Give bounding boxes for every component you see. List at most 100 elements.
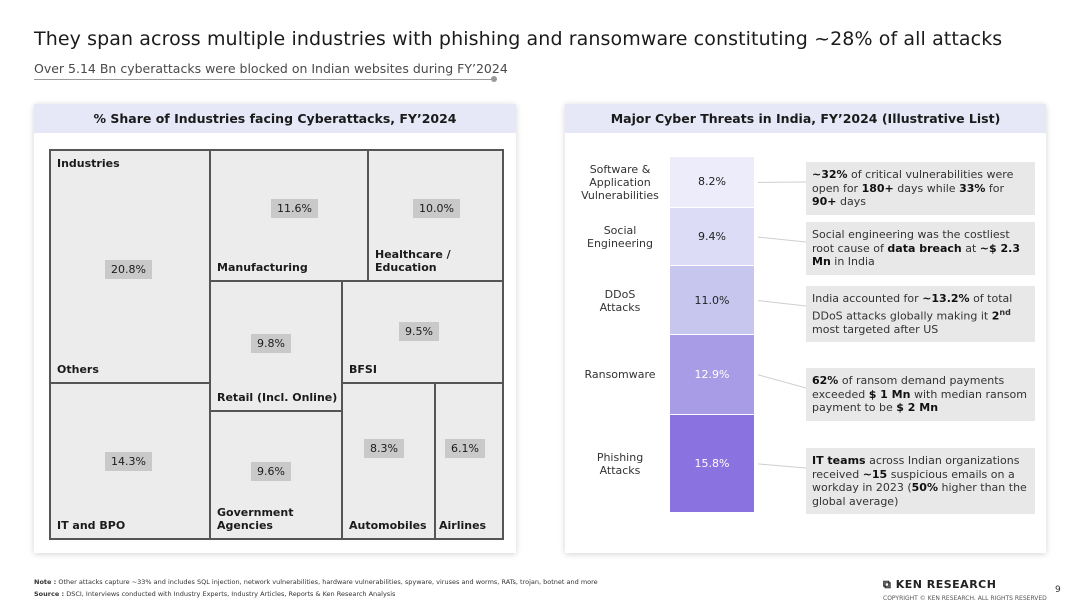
- note-text-run: data breach: [887, 241, 962, 255]
- threat-category-line: DDoS: [604, 287, 636, 301]
- industries-treemap: Industries 20.8% Others 14.3% IT and BPO…: [49, 149, 504, 540]
- threat-category-label: Ransomware: [575, 368, 665, 381]
- treemap-value-retail: 9.8%: [251, 334, 291, 353]
- threat-note-box: India accounted for ~13.2% of total DDoS…: [806, 286, 1035, 343]
- footer-note-label: Note :: [34, 578, 57, 586]
- threat-category-line: Attacks: [599, 463, 641, 477]
- treemap-cell-healthcare: 10.0% Healthcare / Education: [368, 150, 503, 281]
- note-text-run: of total DDoS attacks globally making it: [812, 292, 1013, 323]
- threat-note-box: IT teams across Indian organizations rec…: [806, 448, 1035, 514]
- note-text-run: of ransom demand payments exceeded: [812, 374, 1005, 401]
- threat-category-label: DDoS Attacks: [575, 288, 665, 314]
- treemap-label-airlines: Airlines: [439, 519, 487, 532]
- subtitle-rule: [34, 79, 494, 80]
- industries-panel: % Share of Industries facing Cyberattack…: [34, 104, 516, 553]
- treemap-label-others: Others: [57, 363, 99, 376]
- connector-line: [757, 374, 807, 389]
- treemap-value-bfsi: 9.5%: [399, 322, 439, 341]
- connector-lines: [757, 181, 807, 469]
- treemap-label-manufacturing: Manufacturing: [217, 261, 308, 274]
- note-text-run: 90+: [812, 195, 837, 208]
- threat-category-line: Social: [603, 224, 637, 238]
- treemap-value-automobiles: 8.3%: [364, 439, 404, 458]
- note-text-run: India accounted for: [812, 292, 923, 305]
- note-text-run: nd: [999, 307, 1011, 317]
- footer-source: Source : DSCI, Interviews conducted with…: [34, 590, 395, 598]
- connector-line: [757, 300, 807, 307]
- threats-chart-title: Major Cyber Threats in India, FY’2024 (I…: [565, 104, 1046, 133]
- threat-category-label: Social Engineering: [575, 224, 665, 250]
- treemap-header-label: Industries: [57, 157, 120, 170]
- threat-category-line: Ransomware: [584, 368, 656, 382]
- treemap-label-healthcare: Healthcare / Education: [375, 248, 451, 274]
- connector-line: [757, 463, 807, 469]
- footer-note-text: Other attacks capture ~33% and includes …: [58, 578, 598, 586]
- note-text-run: 33%: [959, 181, 986, 195]
- threat-category-line: Vulnerabilities: [581, 188, 659, 202]
- note-text-run: $ 1 Mn: [868, 387, 911, 401]
- treemap-value-government: 9.6%: [251, 462, 291, 481]
- footer-source-label: Source :: [34, 590, 65, 598]
- treemap-label-retail: Retail (Incl. Online): [217, 391, 338, 404]
- treemap-cell-airlines: 6.1% Airlines: [435, 383, 503, 539]
- threat-value-label: 11.0%: [694, 293, 730, 307]
- note-text-run: at: [961, 241, 980, 255]
- threat-segment-3: 12.9%: [670, 334, 754, 415]
- treemap-value-airlines: 6.1%: [445, 439, 485, 458]
- treemap-value-others: 20.8%: [105, 260, 152, 279]
- treemap-label-automobiles: Automobiles: [349, 519, 427, 532]
- threat-category-line: Engineering: [587, 237, 653, 251]
- note-text-run: most targeted after US: [812, 322, 939, 336]
- threat-category-line: Application: [589, 175, 651, 189]
- threat-value-label: 12.9%: [694, 367, 730, 381]
- note-text-run: with median ransom payment to be: [812, 387, 1027, 415]
- threat-category-label: Software & Application Vulnerabilities: [575, 163, 665, 202]
- threat-category-line: Software &: [589, 162, 651, 176]
- threats-stacked-bar: 8.2% 9.4% 11.0% 12.9% 15.8%: [670, 157, 754, 513]
- treemap-cell-bfsi: 9.5% BFSI: [342, 281, 503, 383]
- copyright-text: COPYRIGHT © KEN RESEARCH. ALL RIGHTS RES…: [883, 595, 1047, 602]
- note-text-run: across Indian organizations received: [812, 454, 1020, 481]
- note-text-run: 2: [991, 309, 1000, 323]
- treemap-cell-automobiles: 8.3% Automobiles: [342, 383, 435, 539]
- treemap-label-government: Government Agencies: [217, 506, 294, 532]
- treemap-label-bfsi: BFSI: [349, 363, 377, 376]
- threat-category-line: Phishing: [596, 450, 644, 464]
- note-text-run: for: [985, 181, 1005, 195]
- threat-segment-1: 9.4%: [670, 207, 754, 267]
- logo-text: KEN RESEARCH: [895, 578, 997, 591]
- threat-value-label: 15.8%: [694, 456, 730, 470]
- treemap-label-it-bpo: IT and BPO: [57, 519, 126, 532]
- treemap-cell-others: Industries 20.8% Others: [50, 150, 210, 383]
- threat-note-box: ~32% of critical vulnerabilities were op…: [806, 162, 1035, 215]
- note-text-run: ~13.2%: [922, 292, 970, 305]
- note-text-run: days: [836, 195, 866, 208]
- page-number: 9: [1055, 585, 1061, 595]
- note-text-run: in India: [830, 255, 875, 268]
- industries-chart-title: % Share of Industries facing Cyberattack…: [34, 104, 516, 133]
- threat-value-label: 8.2%: [698, 175, 726, 189]
- threat-value-label: 9.4%: [698, 230, 726, 244]
- note-text-run: 62%: [812, 374, 839, 387]
- threat-segment-4: 15.8%: [670, 414, 754, 513]
- treemap-cell-retail: 9.8% Retail (Incl. Online): [210, 281, 342, 411]
- page-title: They span across multiple industries wit…: [34, 28, 1003, 50]
- threat-segment-2: 11.0%: [670, 266, 754, 335]
- note-text-run: ~$ 2.3 Mn: [812, 241, 1020, 269]
- note-text-run: Social engineering was the costliest roo…: [812, 228, 1010, 255]
- treemap-cell-manufacturing: 11.6% Manufacturing: [210, 150, 368, 281]
- note-text-run: suspicious emails on a workday in 2023 (: [812, 467, 1015, 495]
- threat-note-box: Social engineering was the costliest roo…: [806, 222, 1035, 275]
- note-text-run: ~32%: [812, 168, 848, 181]
- treemap-value-healthcare: 10.0%: [413, 199, 460, 218]
- page-subtitle: Over 5.14 Bn cyberattacks were blocked o…: [34, 61, 508, 76]
- threat-category-line: Attacks: [599, 300, 641, 314]
- subtitle-rule-dot: [491, 76, 497, 82]
- treemap-cell-it-bpo: 14.3% IT and BPO: [50, 383, 210, 539]
- note-text-run: 180+: [861, 181, 894, 195]
- note-text-run: $ 2 Mn: [896, 401, 939, 414]
- threat-note-box: 62% of ransom demand payments exceeded $…: [806, 368, 1035, 421]
- threats-panel: Major Cyber Threats in India, FY’2024 (I…: [565, 104, 1046, 553]
- treemap-value-manufacturing: 11.6%: [271, 199, 318, 218]
- note-text-run: of critical vulnerabilities were open fo…: [812, 168, 1014, 195]
